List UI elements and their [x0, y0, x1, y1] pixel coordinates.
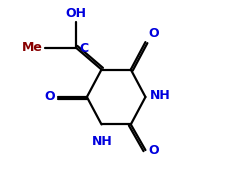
- Text: OH: OH: [65, 7, 86, 20]
- Text: C: C: [80, 42, 89, 55]
- Text: NH: NH: [92, 135, 113, 147]
- Text: O: O: [148, 27, 159, 40]
- Text: O: O: [148, 143, 159, 157]
- Text: NH: NH: [150, 89, 171, 102]
- Text: O: O: [44, 90, 55, 104]
- Text: Me: Me: [22, 41, 43, 54]
